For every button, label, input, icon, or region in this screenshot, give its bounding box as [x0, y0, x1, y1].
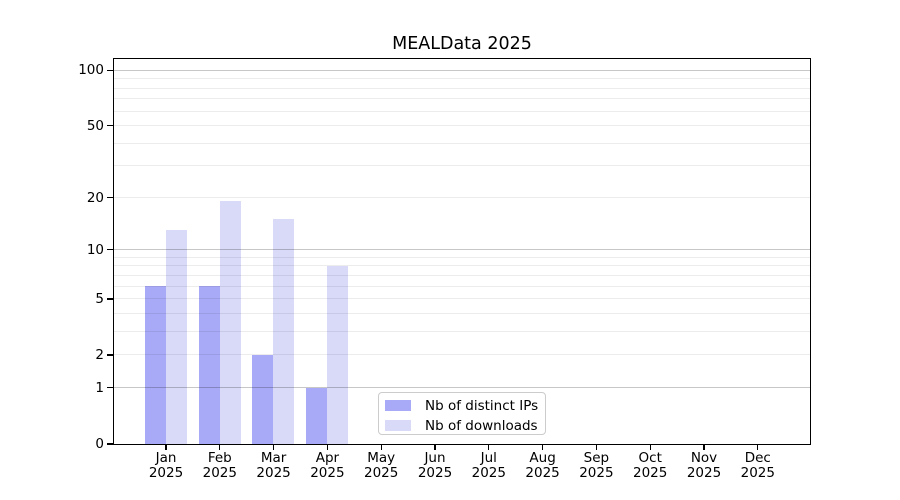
y-tick [107, 387, 113, 389]
x-tick-month: Feb [207, 450, 232, 466]
legend-swatch-distinct-ips [385, 400, 411, 411]
x-tick-yearline: 2025 [525, 465, 560, 481]
x-tick [165, 444, 167, 450]
y-tick [107, 125, 113, 127]
y-tick-label: 50 [86, 117, 104, 134]
legend-label-distinct-ips: Nb of distinct IPs [425, 397, 539, 414]
x-tick-month: Jun [424, 450, 446, 466]
x-tick-yearline: 2025 [740, 465, 775, 481]
x-tick-month: Jul [480, 450, 497, 466]
bar-downloads [273, 219, 295, 444]
x-tick [542, 444, 544, 450]
x-tick [434, 444, 436, 450]
bars-layer [114, 59, 810, 444]
y-tick [107, 443, 113, 445]
y-tick-label: 5 [95, 290, 104, 307]
x-tick-yearline: 2025 [579, 465, 614, 481]
x-tick-yearline: 2025 [202, 465, 237, 481]
x-tick [273, 444, 275, 450]
legend-entry-downloads: Nb of downloads [385, 417, 539, 434]
x-tick-label: May 2025 [353, 451, 409, 481]
y-tick [107, 354, 113, 356]
x-tick-yearline: 2025 [256, 465, 291, 481]
x-tick [326, 444, 328, 450]
bar-downloads [327, 265, 349, 444]
y-tick [107, 249, 113, 251]
y-tick-label: 100 [78, 62, 104, 79]
y-tick-label: 1 [95, 379, 104, 396]
x-tick-label: Aug 2025 [515, 451, 571, 481]
bar-downloads [165, 230, 187, 444]
x-tick [219, 444, 221, 450]
chart-title: MEALData 2025 [392, 34, 532, 54]
x-tick-month: Oct [638, 450, 662, 466]
legend-entry-distinct-ips: Nb of distinct IPs [385, 397, 539, 414]
x-tick-label: Mar 2025 [246, 451, 302, 481]
x-tick [757, 444, 759, 450]
x-tick-month: Jan [155, 450, 177, 466]
x-tick-label: Jul 2025 [461, 451, 517, 481]
y-tick-label: 0 [95, 436, 104, 452]
x-tick [649, 444, 651, 450]
x-tick-yearline: 2025 [686, 465, 722, 481]
x-tick-label: Apr 2025 [299, 451, 355, 481]
x-tick [380, 444, 382, 450]
x-tick [488, 444, 490, 450]
x-tick-month: Dec [744, 450, 771, 466]
y-tick-label: 10 [86, 241, 104, 258]
x-tick-yearline: 2025 [310, 465, 345, 481]
x-tick-month: May [367, 450, 396, 466]
y-tick [107, 298, 113, 300]
x-tick-month: Mar [260, 450, 287, 466]
x-tick-label: Sep 2025 [568, 451, 624, 481]
x-tick-yearline: 2025 [148, 465, 184, 481]
x-tick-yearline: 2025 [471, 465, 506, 481]
x-tick-label: Feb 2025 [192, 451, 248, 481]
legend-swatch-downloads [385, 420, 411, 431]
x-tick-month: Apr [315, 450, 340, 466]
x-tick [595, 444, 597, 450]
x-tick-label: Oct 2025 [622, 451, 678, 481]
y-tick-label: 20 [86, 189, 104, 206]
x-tick-month: Sep [583, 450, 610, 466]
bar-distinct-ips [252, 354, 274, 444]
x-tick-label: Jun 2025 [407, 451, 463, 481]
x-tick-label: Nov 2025 [676, 451, 732, 481]
x-tick-month: Aug [529, 450, 556, 466]
y-tick [107, 196, 113, 199]
x-tick-yearline: 2025 [417, 465, 453, 481]
x-tick [703, 444, 705, 450]
bar-distinct-ips [306, 387, 328, 444]
plot-area [112, 57, 811, 445]
legend-label-downloads: Nb of downloads [425, 417, 538, 434]
bar-distinct-ips [144, 286, 166, 444]
y-tick-label: 2 [95, 347, 104, 364]
y-tick [107, 69, 113, 71]
x-tick-label: Jan 2025 [138, 451, 194, 481]
x-tick-yearline: 2025 [364, 465, 399, 481]
x-tick-label: Dec 2025 [730, 451, 786, 481]
bar-downloads [219, 201, 241, 444]
legend: Nb of distinct IPs Nb of downloads [378, 392, 546, 435]
x-tick-month: Nov [690, 450, 718, 466]
bar-distinct-ips [198, 286, 220, 444]
x-tick-yearline: 2025 [633, 465, 668, 481]
